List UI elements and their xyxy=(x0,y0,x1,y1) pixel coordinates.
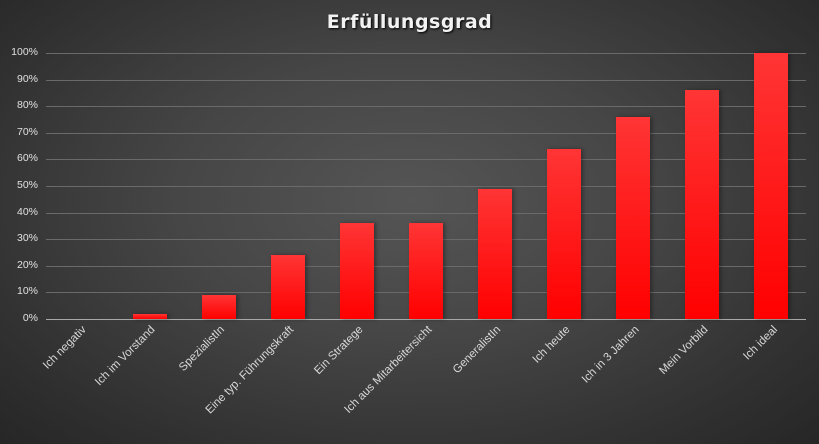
y-tick-label: 0% xyxy=(22,312,38,324)
x-tick-label: Ich ideal xyxy=(740,323,780,363)
gridline xyxy=(46,79,806,81)
y-tick-label: 90% xyxy=(16,72,38,85)
x-tick-label: Ich negativ xyxy=(40,323,89,372)
gridline xyxy=(46,159,806,161)
y-tick-label: 40% xyxy=(16,205,38,218)
bar xyxy=(478,188,513,319)
x-axis-line xyxy=(46,319,806,320)
bar xyxy=(616,116,651,319)
bar xyxy=(270,255,305,319)
bar xyxy=(409,223,443,319)
bar xyxy=(547,148,582,319)
bar xyxy=(201,295,236,319)
gridline xyxy=(46,106,806,108)
x-tick-label: Ich in 3 Jahren xyxy=(579,323,642,386)
x-tick-label: Ich im Vorstand xyxy=(93,323,158,389)
x-tick-label: Ein Stratege xyxy=(311,323,366,378)
bar xyxy=(754,53,789,319)
y-tick-label: 10% xyxy=(16,285,38,298)
chart-title: Erfüllungsgrad xyxy=(326,11,493,33)
bar xyxy=(339,223,374,319)
y-tick-label: 70% xyxy=(16,125,38,138)
x-tick-label: Mein Vorbild xyxy=(657,323,711,378)
gridline xyxy=(46,186,806,187)
gridline xyxy=(46,212,806,214)
y-tick-label: 20% xyxy=(16,258,38,271)
y-tick-label: 100% xyxy=(11,46,38,58)
bar xyxy=(132,313,167,319)
y-tick-label: 60% xyxy=(16,152,38,165)
bar xyxy=(685,90,720,319)
gridline xyxy=(46,132,806,134)
x-tick-label: SpezialistIn xyxy=(176,323,227,374)
y-tick-label: 30% xyxy=(16,232,38,245)
y-tick-label: 50% xyxy=(16,179,38,191)
gridline xyxy=(46,53,806,54)
y-tick-label: 80% xyxy=(16,99,38,112)
x-tick-label: GeneralistIn xyxy=(450,323,504,377)
x-tick-label: Ich heute xyxy=(530,323,573,366)
